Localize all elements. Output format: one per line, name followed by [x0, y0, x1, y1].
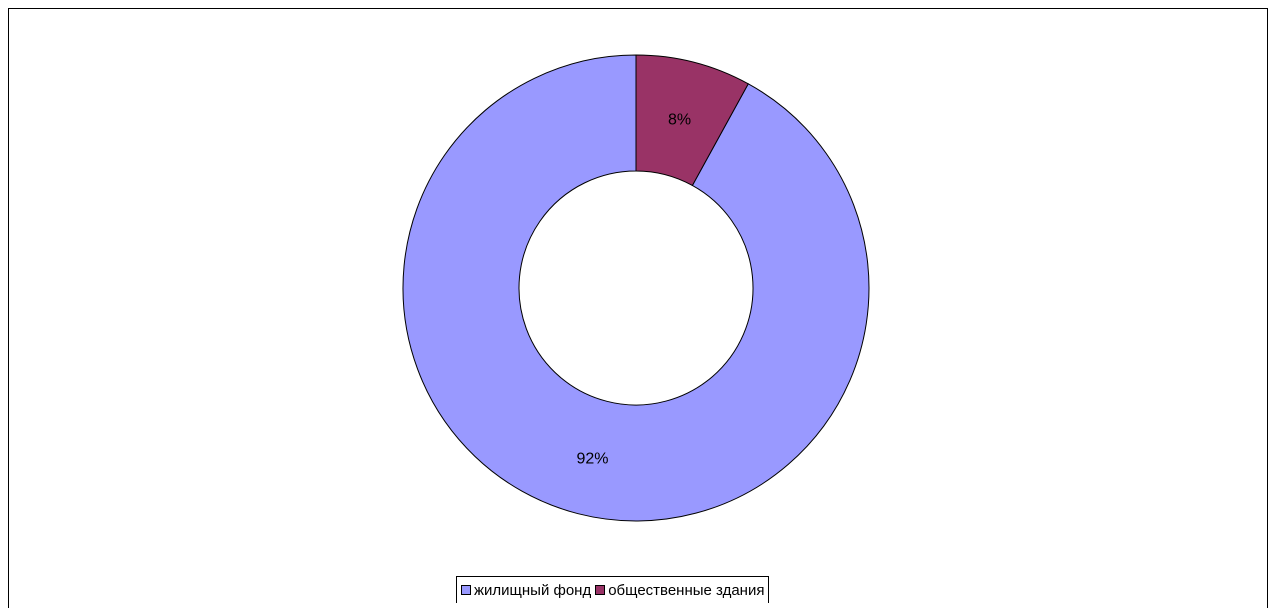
chart-legend: жилищный фонд общественные здания [456, 576, 770, 603]
legend-label-public-buildings: общественные здания [608, 581, 765, 599]
legend-swatch-public-buildings [595, 585, 606, 595]
slice-public-buildings [635, 54, 749, 187]
legend-item-public-buildings: общественные здания [595, 582, 764, 599]
legend-label-housing: жилищный фонд [474, 581, 592, 599]
slice-label-public-buildings: 8% [668, 111, 691, 128]
legend-item-housing: жилищный фонд [461, 582, 591, 599]
slice-housing [402, 54, 870, 522]
legend-swatch-housing [461, 585, 471, 595]
slice-label-housing: 92% [576, 451, 608, 468]
